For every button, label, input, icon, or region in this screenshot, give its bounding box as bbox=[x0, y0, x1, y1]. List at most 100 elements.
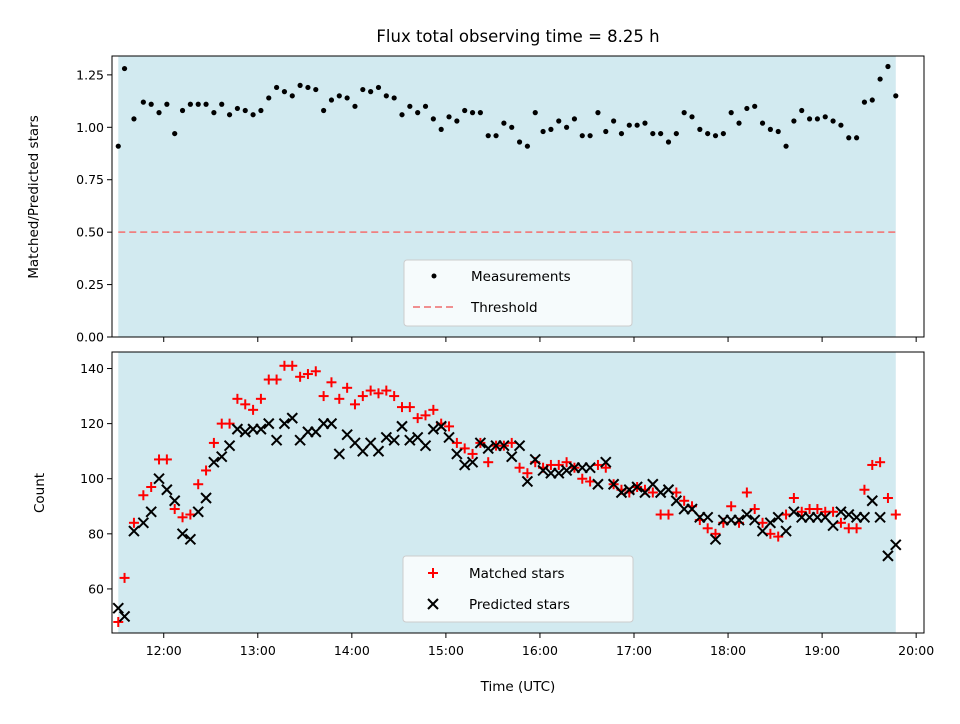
measurement-point bbox=[211, 110, 217, 116]
predicted-star-point bbox=[843, 508, 855, 521]
matched-star-point bbox=[679, 495, 690, 506]
predicted-star-point bbox=[396, 420, 408, 433]
measurement-point bbox=[148, 101, 154, 107]
matched-star-point bbox=[248, 404, 259, 415]
matched-star-point bbox=[302, 369, 313, 380]
predicted-star-point bbox=[780, 525, 792, 537]
measurement-point bbox=[877, 76, 883, 82]
predicted-star-point bbox=[427, 423, 440, 435]
predicted-star-point bbox=[216, 450, 228, 463]
predicted-star-point bbox=[388, 434, 400, 446]
measurement-point bbox=[430, 116, 436, 122]
measurement-point bbox=[673, 130, 679, 137]
matched-star-point bbox=[890, 509, 901, 520]
matched-star-point bbox=[224, 418, 235, 429]
predicted-star-point bbox=[835, 506, 847, 518]
predicted-star-point bbox=[748, 514, 761, 526]
matched-star-point bbox=[208, 437, 219, 448]
matched-star-point bbox=[773, 531, 784, 542]
predicted-star-point bbox=[701, 511, 714, 524]
matched-star-point bbox=[177, 512, 188, 523]
measurement-point bbox=[226, 112, 233, 118]
measurement-point bbox=[650, 130, 656, 137]
top-axes-frame bbox=[111, 55, 925, 338]
predicted-star-point bbox=[858, 511, 871, 524]
matched-star-point bbox=[514, 462, 525, 473]
matched-star-point bbox=[349, 399, 360, 410]
predicted-star-point bbox=[466, 456, 479, 468]
measurement-point bbox=[611, 118, 617, 124]
matched-star-point bbox=[506, 437, 517, 448]
x-tick-label: 16:00 bbox=[522, 643, 558, 658]
predicted-star-point bbox=[263, 417, 275, 430]
measurement-point bbox=[869, 97, 875, 103]
matched-star-point bbox=[271, 374, 282, 385]
threshold-legend-label: Threshold bbox=[470, 300, 538, 316]
measurement-point bbox=[242, 107, 248, 114]
measurement-point bbox=[720, 130, 726, 137]
matched-star-point bbox=[592, 459, 603, 470]
measurement-point bbox=[305, 84, 311, 91]
measurement-point bbox=[140, 99, 146, 105]
matched-star-point bbox=[404, 402, 415, 413]
predicted-star-point bbox=[662, 484, 675, 496]
measurement-point bbox=[822, 114, 828, 120]
matched-star-point bbox=[726, 501, 737, 512]
measurement-point bbox=[313, 86, 319, 93]
predicted-star-point bbox=[443, 431, 455, 444]
predicted-star-point bbox=[435, 420, 447, 433]
matched-star-point bbox=[600, 462, 611, 473]
measurement-point bbox=[681, 110, 687, 116]
predicted-star-point bbox=[474, 437, 487, 449]
predicted-star-point bbox=[615, 486, 628, 499]
matched-star-point bbox=[757, 517, 768, 528]
measurement-point bbox=[799, 107, 805, 114]
x-tick-label: 15:00 bbox=[428, 643, 464, 658]
matched-star-point bbox=[420, 410, 431, 421]
measurement-point bbox=[563, 124, 570, 130]
y-tick-label: 100 bbox=[80, 471, 104, 486]
y-tick-label: 1.00 bbox=[76, 120, 104, 135]
measurement-point bbox=[179, 107, 186, 114]
matched-star-point bbox=[835, 517, 846, 528]
measurement-point bbox=[665, 139, 672, 145]
measurement-point bbox=[297, 82, 303, 88]
y-tick-label: 1.25 bbox=[76, 67, 104, 82]
predicted-star-point bbox=[112, 602, 124, 614]
predicted-star-point bbox=[208, 456, 220, 468]
matched-star-point bbox=[749, 504, 760, 515]
predicted-star-point bbox=[827, 519, 839, 532]
matched-star-point bbox=[310, 366, 321, 377]
measurement-point bbox=[336, 93, 342, 99]
measurement-point bbox=[195, 101, 201, 107]
matched-star-point bbox=[451, 437, 462, 448]
x-tick-label: 20:00 bbox=[898, 643, 934, 658]
measurement-point bbox=[705, 130, 711, 137]
measurement-point bbox=[258, 107, 264, 114]
measurement-point bbox=[752, 103, 758, 109]
predicted-star-point bbox=[631, 481, 643, 493]
top-legend-box bbox=[403, 259, 633, 327]
measurement-point bbox=[203, 101, 209, 107]
y-tick-label: 60 bbox=[88, 581, 104, 596]
predicted-star-point bbox=[553, 467, 565, 479]
bottom-axes-frame bbox=[111, 351, 925, 634]
measurement-point bbox=[861, 99, 868, 105]
measurement-point bbox=[524, 143, 531, 149]
matched-star-point bbox=[444, 421, 455, 432]
matched-star-point bbox=[710, 528, 721, 539]
predicted-star-point bbox=[592, 478, 604, 490]
measurement-point bbox=[115, 143, 121, 149]
measurement-point bbox=[289, 93, 295, 99]
predicted-star-point bbox=[788, 506, 800, 518]
matched-star-point bbox=[553, 459, 564, 470]
predicted-star-point bbox=[529, 453, 541, 466]
measurement-point bbox=[375, 84, 382, 91]
predicted-star-point bbox=[239, 426, 251, 438]
matched-star-point bbox=[381, 385, 392, 396]
bottom-legend: Matched stars Predicted stars bbox=[402, 555, 634, 623]
matched-star-point bbox=[287, 360, 298, 371]
measurement-point bbox=[187, 101, 193, 107]
measurement-point bbox=[446, 114, 452, 120]
matched-star-point bbox=[788, 493, 799, 504]
